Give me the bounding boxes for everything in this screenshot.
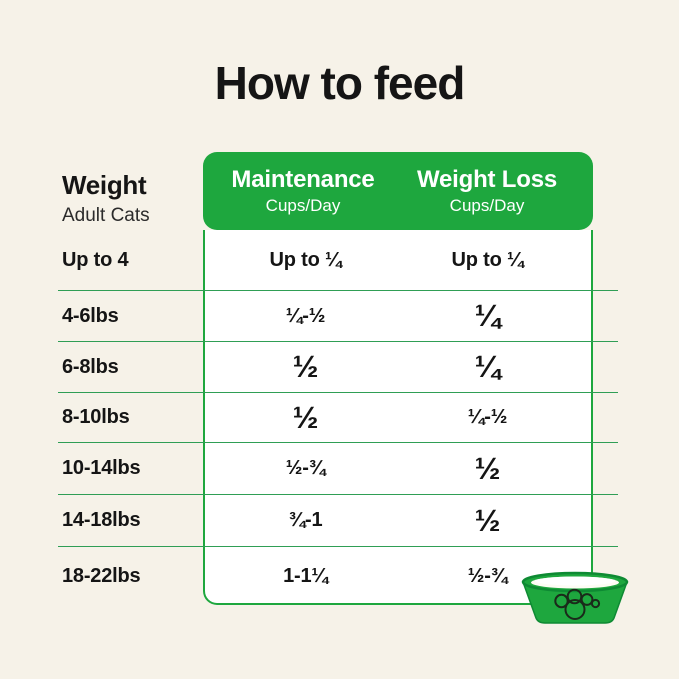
paw-print-icon: [554, 588, 601, 620]
table-rows: Up to 4 Up to ¼ Up to ¼ 4-6lbs ¼-½ ¼ 6-8lbs ½ ¼ 8…: [58, 230, 618, 605]
maintenance-label: Maintenance: [231, 166, 375, 193]
table-row: 18-22lbs 1-1¼ ½-¾: [58, 547, 618, 605]
maintenance-value: ½-¾: [285, 457, 326, 479]
weight-loss-value: ¼: [474, 298, 501, 333]
weight-loss-value: ½: [474, 450, 501, 486]
weight-loss-value: Up to ¼: [451, 248, 524, 271]
weight-loss-value: ¼: [474, 349, 501, 384]
weight-label: Weight: [62, 170, 147, 200]
table-row: 8-10lbs ½ ¼-½: [58, 393, 618, 443]
maintenance-sublabel: Cups/Day: [265, 196, 341, 215]
maintenance-value: Up to ¼: [269, 248, 342, 271]
row-weight-label: 14-18lbs: [62, 509, 141, 531]
weight-column-header: Weight Adult Cats: [62, 170, 150, 227]
table-row: 4-6lbs ¼-½ ¼: [58, 291, 618, 342]
column-header-maintenance: Maintenance Cups/Day: [203, 166, 395, 216]
weight-loss-label: Weight Loss: [416, 166, 558, 193]
row-weight-label: 18-22lbs: [62, 564, 141, 587]
row-weight-label: 8-10lbs: [62, 406, 130, 428]
maintenance-value: ¾-1: [288, 509, 323, 531]
table-row: Up to 4 Up to ¼ Up to ¼: [58, 230, 618, 291]
table-row: 6-8lbs ½ ¼: [58, 342, 618, 393]
weight-sublabel: Adult Cats: [62, 205, 150, 226]
table-row: 14-18lbs ¾-1 ½: [58, 495, 618, 547]
row-weight-label: Up to 4: [62, 248, 129, 271]
row-weight-label: 10-14lbs: [62, 457, 141, 479]
weight-loss-value: ½: [474, 502, 501, 538]
pet-bowl-paw-icon: [521, 571, 629, 624]
maintenance-value: 1-1¼: [283, 564, 328, 587]
column-header-weight-loss: Weight Loss Cups/Day: [395, 166, 593, 216]
maintenance-value: ¼-½: [285, 304, 326, 327]
weight-loss-value: ½-¾: [467, 564, 508, 587]
table-body-panel: [203, 230, 593, 605]
maintenance-value: ½: [292, 399, 319, 435]
page-title: How to feed: [214, 57, 466, 109]
row-weight-label: 6-8lbs: [62, 355, 119, 378]
weight-loss-sublabel: Cups/Day: [449, 196, 525, 215]
maintenance-value: ½: [292, 349, 319, 384]
table-row: 10-14lbs ½-¾ ½: [58, 443, 618, 495]
weight-loss-value: ¼-½: [467, 406, 508, 428]
row-weight-label: 4-6lbs: [62, 304, 119, 327]
table-header: Maintenance Cups/Day Weight Loss Cups/Da…: [203, 152, 593, 230]
